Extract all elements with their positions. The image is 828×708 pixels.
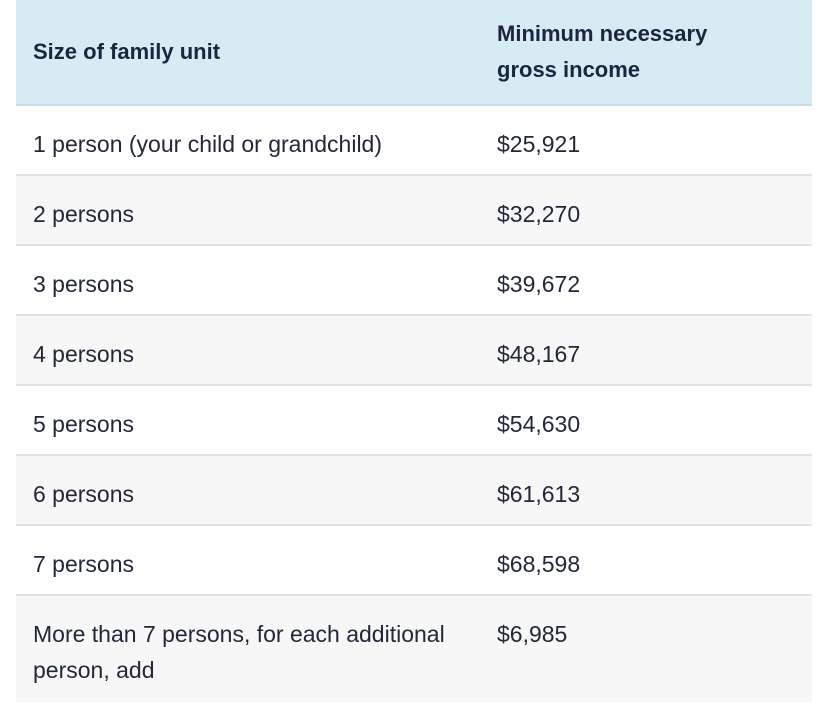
table-row: 1 person (your child or grandchild) $25,… xyxy=(16,106,812,176)
income-cell: $68,598 xyxy=(497,551,581,577)
table-row: 6 persons $61,613 xyxy=(16,456,812,526)
income-cell: $48,167 xyxy=(497,341,581,367)
income-cell: $6,985 xyxy=(497,621,568,647)
income-cell: $54,630 xyxy=(497,411,581,437)
income-cell: $61,613 xyxy=(497,481,581,507)
header-min-income-line1: Minimum necessary xyxy=(497,21,708,46)
family-size-cell: 6 persons xyxy=(33,481,135,507)
table-row: 4 persons $48,167 xyxy=(16,316,812,386)
income-table: Size of family unit Minimum necessary gr… xyxy=(16,0,812,702)
family-size-cell: 3 persons xyxy=(33,271,135,297)
family-size-cell: 4 persons xyxy=(33,341,135,367)
family-size-cell: 7 persons xyxy=(33,551,135,577)
header-min-income-line2: gross income xyxy=(497,57,641,82)
table-header-row: Size of family unit Minimum necessary gr… xyxy=(16,0,812,106)
family-size-cell: More than 7 persons, for each additional… xyxy=(33,621,445,683)
income-cell: $32,270 xyxy=(497,201,581,227)
family-size-cell: 1 person (your child or grandchild) xyxy=(33,131,383,157)
header-min-income: Minimum necessary gross income xyxy=(496,0,812,104)
table-row: 5 persons $54,630 xyxy=(16,386,812,456)
income-cell: $39,672 xyxy=(497,271,581,297)
header-family-size: Size of family unit xyxy=(33,39,221,64)
family-size-cell: 2 persons xyxy=(33,201,135,227)
table-row: More than 7 persons, for each additional… xyxy=(16,596,812,702)
table-row: 3 persons $39,672 xyxy=(16,246,812,316)
income-cell: $25,921 xyxy=(497,131,581,157)
table-row: 7 persons $68,598 xyxy=(16,526,812,596)
family-size-cell: 5 persons xyxy=(33,411,135,437)
table-row: 2 persons $32,270 xyxy=(16,176,812,246)
